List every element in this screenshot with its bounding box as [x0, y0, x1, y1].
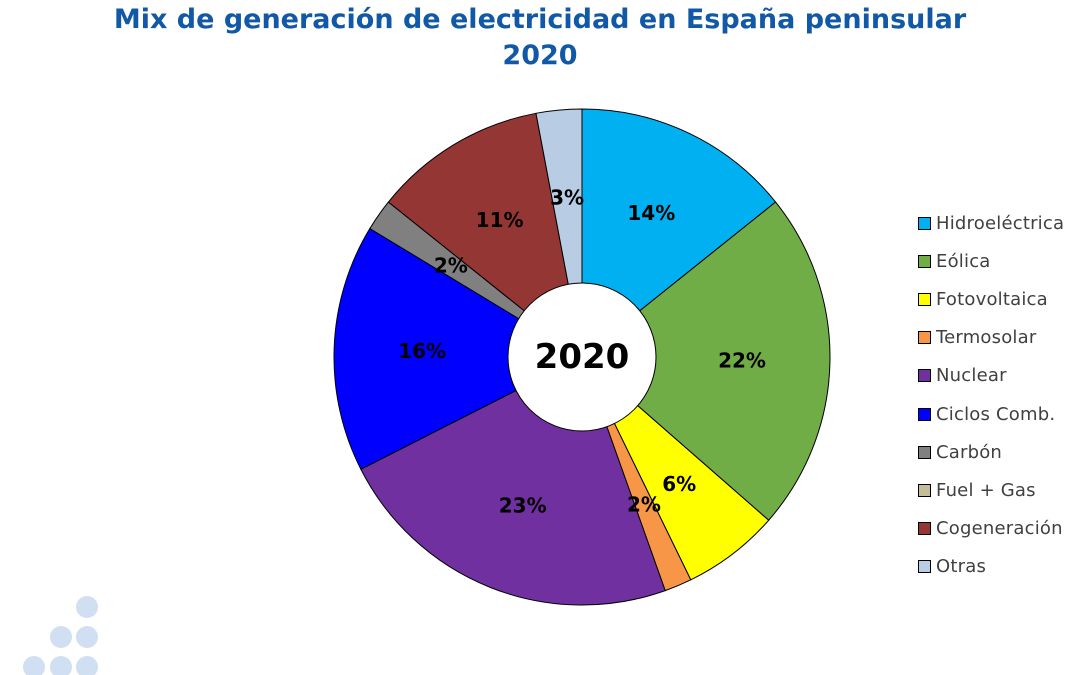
legend-label: Nuclear [936, 365, 1007, 387]
slice-hidroelectrica [581, 108, 777, 359]
legend-item-fuel-gas: Fuel + Gas [918, 471, 1064, 509]
legend-label: Fuel + Gas [936, 479, 1036, 501]
legend-item-eolica: Eólica [918, 242, 1064, 280]
chart-title: Mix de generación de electricidad en Esp… [0, 2, 1080, 74]
center-hole [507, 282, 657, 432]
data-label-carbon: 2% [434, 253, 468, 277]
legend-label: Otras [936, 556, 987, 578]
legend-swatch [918, 483, 931, 497]
legend: Hidroeléctrica Eólica Fotovoltaica Termosol… [918, 204, 1064, 586]
legend-swatch [918, 292, 931, 306]
legend-item-fotovoltaica: Fotovoltaica [918, 280, 1064, 318]
data-labels: 14%22%6%2%23%16%2%11%3% [398, 186, 766, 518]
legend-item-termosolar: Termosolar [918, 319, 1064, 357]
legend-label: Eólica [936, 250, 991, 272]
legend-label: Hidroeléctrica [936, 212, 1065, 234]
legend-item-otras: Otras [918, 548, 1064, 586]
chart-title-line-2: 2020 [502, 40, 578, 71]
data-label-eolica: 22% [718, 349, 766, 373]
legend-swatch [918, 522, 931, 536]
legend-swatch [918, 216, 931, 230]
legend-item-carbon: Carbón [918, 433, 1064, 471]
legend-label: Carbón [936, 441, 1003, 463]
data-label-termosolar: 2% [627, 493, 661, 517]
chart-title-line-1: Mix de generación de electricidad en Esp… [113, 4, 967, 35]
data-label-otras: 3% [550, 186, 584, 210]
center-label: 2020 [535, 337, 630, 377]
data-label-cogeneracion: 11% [476, 208, 524, 232]
brand-logo [23, 596, 98, 675]
data-label-fotovoltaica: 6% [662, 472, 696, 496]
data-label-hidroelectrica: 14% [627, 201, 675, 225]
legend-swatch [918, 369, 931, 383]
legend-swatch [918, 560, 931, 574]
legend-label: Cogeneración [936, 518, 1063, 540]
legend-swatch [918, 445, 931, 459]
legend-item-hidroelectrica: Hidroeléctrica [918, 204, 1064, 242]
slice-ciclos-comb [333, 227, 584, 470]
legend-item-ciclos-comb: Ciclos Comb. [918, 395, 1064, 433]
legend-swatch [918, 254, 931, 268]
legend-item-nuclear: Nuclear [918, 357, 1064, 395]
legend-item-cogeneracion: Cogeneración [918, 510, 1064, 548]
slice-eolica [581, 201, 831, 521]
data-label-nuclear: 23% [499, 494, 547, 518]
slice-cogeneracion [387, 112, 583, 359]
legend-swatch [918, 331, 931, 345]
legend-label: Ciclos Comb. [936, 403, 1056, 425]
legend-label: Termosolar [936, 327, 1037, 349]
legend-swatch [918, 407, 931, 421]
legend-label: Fotovoltaica [936, 288, 1048, 310]
data-label-ciclos-comb: 16% [398, 339, 446, 363]
